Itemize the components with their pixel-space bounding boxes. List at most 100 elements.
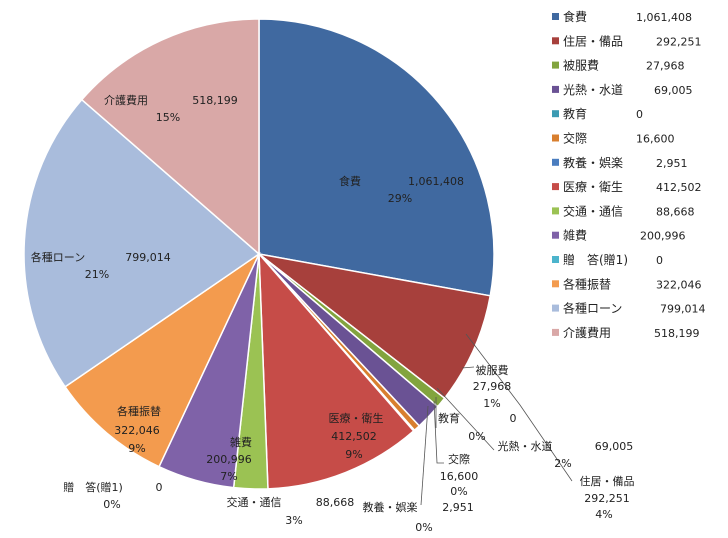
legend-label: 各種ローン	[563, 301, 622, 316]
pie-slice	[258, 251, 415, 490]
pie-slice	[23, 98, 261, 388]
data-label-value: 16,600	[440, 470, 479, 483]
legend-swatch	[552, 61, 559, 69]
legend-value: 0	[656, 254, 663, 267]
legend-value: 88,668	[656, 205, 695, 218]
legend-label: 贈 答(贈1)	[563, 252, 628, 267]
data-label-name: 交際	[448, 452, 470, 466]
data-label-percent: 9%	[345, 448, 362, 461]
legend-label: 交通・通信	[563, 203, 623, 218]
legend-value: 69,005	[654, 84, 693, 97]
pie-slice	[80, 18, 260, 256]
data-label-name: 交通・通信	[227, 495, 282, 509]
leader-line	[420, 405, 429, 506]
pie-slices	[23, 18, 495, 490]
data-label-percent: 0%	[415, 521, 432, 534]
data-label-value: 518,199	[192, 94, 238, 107]
legend-swatch	[552, 37, 559, 45]
legend-swatch	[552, 134, 559, 142]
data-label-value: 200,996	[206, 453, 252, 466]
legend-value: 292,251	[656, 35, 702, 48]
data-labels: 食費 1,061,408 29% 住居・備品 292,251 4% 被服費 27,968 1% 光…	[31, 93, 635, 534]
data-label-value: 0	[156, 481, 163, 494]
legend-value: 27,968	[646, 60, 685, 73]
data-label-percent: 4%	[595, 508, 612, 521]
data-label-value: 322,046	[114, 424, 160, 437]
data-label-percent: 0%	[468, 430, 485, 443]
legend-label: 各種振替	[563, 276, 611, 291]
data-label-value: 2,951	[442, 501, 474, 514]
data-label-percent: 1%	[483, 397, 500, 410]
legend-swatch	[552, 280, 559, 288]
pie-slice	[258, 18, 495, 297]
legend-value: 2,951	[656, 157, 688, 170]
legend-label: 光熱・水道	[563, 83, 623, 97]
legend-label: 被服費	[563, 58, 599, 73]
legend-value: 16,600	[636, 133, 675, 146]
data-label-value: 69,005	[595, 440, 634, 453]
data-label-percent: 21%	[85, 268, 109, 281]
legend: 食費 1,061,408 住居・備品 292,251 被服費 27,968 光熱・水道 69,…	[552, 9, 706, 340]
legend-swatch	[552, 158, 559, 166]
legend-value: 200,996	[640, 230, 686, 243]
data-label-name: 医療・衛生	[329, 411, 384, 425]
data-label-value: 412,502	[331, 430, 377, 443]
data-label-value: 0	[510, 412, 517, 425]
leader-line	[465, 333, 573, 482]
legend-label: 食費	[563, 9, 587, 24]
data-label-value: 88,668	[316, 496, 355, 509]
legend-value: 412,502	[656, 181, 702, 194]
legend-swatch	[552, 231, 559, 239]
pie-slice	[258, 253, 492, 400]
legend-swatch	[552, 13, 559, 20]
data-label-name: 食費	[339, 174, 361, 188]
legend-label: 医療・衛生	[563, 180, 623, 194]
legend-swatch	[552, 328, 559, 336]
data-label-percent: 29%	[388, 192, 412, 205]
legend-value: 799,014	[660, 303, 706, 316]
data-label-percent: 15%	[156, 111, 180, 124]
data-label-name: 住居・備品	[580, 474, 635, 488]
legend-swatch	[552, 207, 559, 215]
data-label-value: 1,061,408	[408, 175, 464, 188]
leader-line	[461, 366, 475, 369]
data-label-name: 介護費用	[104, 93, 148, 107]
data-label-name: 贈 答(贈1)	[63, 480, 123, 494]
legend-label: 教養・娯楽	[563, 155, 623, 170]
data-label-value: 292,251	[584, 492, 630, 505]
legend-swatch	[552, 256, 559, 263]
legend-value: 518,199	[654, 327, 700, 340]
leader-lines	[420, 333, 573, 506]
legend-label: 住居・備品	[563, 33, 623, 48]
legend-value: 322,046	[656, 278, 702, 291]
data-label-name: 各種ローン	[31, 250, 85, 264]
legend-label: 雑費	[563, 228, 587, 243]
legend-label: 交際	[563, 131, 587, 146]
data-label-name: 教育	[438, 411, 460, 425]
data-label-percent: 0%	[103, 498, 120, 511]
legend-swatch	[552, 183, 559, 191]
legend-swatch	[552, 85, 559, 93]
data-label-value: 799,014	[125, 251, 171, 264]
data-label-name: 教養・娯楽	[363, 500, 418, 514]
leader-line	[433, 400, 444, 464]
legend-value: 1,061,408	[636, 11, 692, 24]
data-label-name: 光熱・水道	[498, 439, 553, 453]
data-label-percent: 7%	[220, 470, 237, 483]
legend-label: 教育	[563, 106, 587, 121]
data-label-percent: 0%	[450, 485, 467, 498]
leader-line	[436, 387, 495, 451]
legend-label: 介護費用	[563, 325, 611, 340]
data-label-name: 各種振替	[117, 404, 161, 418]
legend-value: 0	[636, 108, 643, 121]
data-label-percent: 9%	[128, 442, 145, 455]
data-label-value: 27,968	[473, 380, 512, 393]
pie-slice	[64, 251, 261, 468]
data-label-percent: 2%	[554, 457, 571, 470]
data-label-name: 雑費	[230, 435, 252, 449]
data-label-name: 被服費	[476, 363, 509, 377]
legend-swatch	[552, 110, 559, 118]
data-label-percent: 3%	[285, 514, 302, 527]
legend-swatch	[552, 304, 559, 312]
